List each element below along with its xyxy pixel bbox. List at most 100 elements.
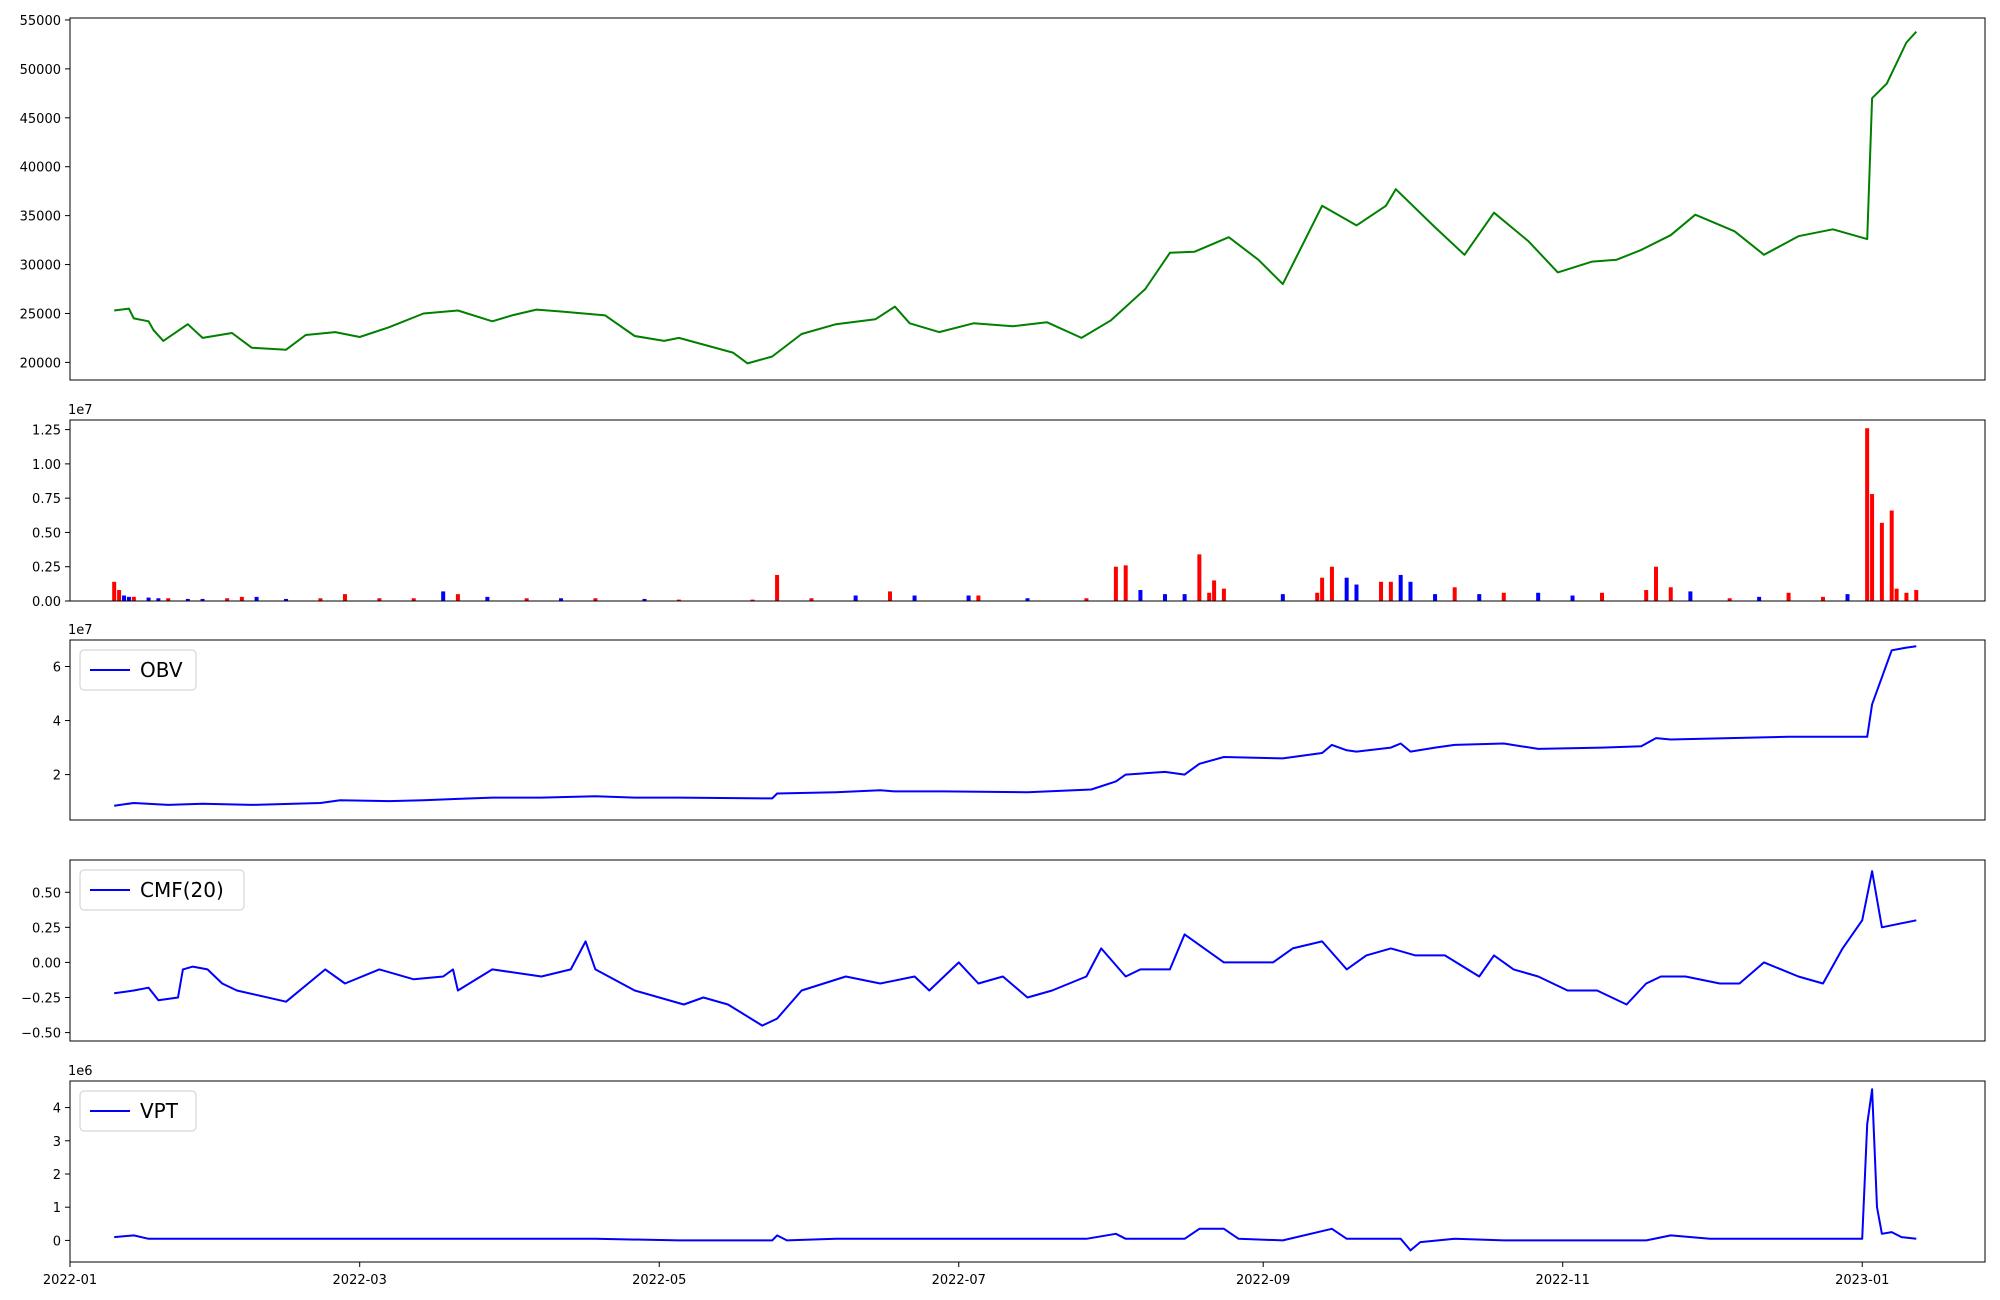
volume-bar — [966, 595, 971, 601]
volume-bar — [1280, 594, 1285, 601]
y-tick-label: 1.25 — [32, 424, 61, 439]
y-tick-label: 30000 — [20, 259, 61, 274]
panel-2: 0.00 0.25 0.50 0.75 1.00 1.25 1e7 — [32, 403, 1986, 610]
y-tick-label: 4 — [53, 1102, 61, 1117]
volume-bar — [1379, 581, 1384, 601]
volume-bar — [1025, 598, 1030, 601]
volume-bar — [593, 598, 598, 601]
y-tick-label: 2 — [53, 769, 61, 784]
volume-bar — [156, 598, 161, 601]
volume-bar — [1138, 590, 1143, 601]
axis-multiplier-label: 1e7 — [68, 403, 93, 418]
volume-bar — [1197, 554, 1202, 601]
volume-bar — [1212, 580, 1217, 601]
volume-bar — [1084, 598, 1089, 601]
volume-bar — [1433, 594, 1438, 601]
volume-bar — [1388, 581, 1393, 601]
volume-bar — [1344, 577, 1349, 601]
volume-bar — [1477, 594, 1482, 601]
volume-bar — [1654, 566, 1659, 601]
volume-bar — [441, 591, 446, 601]
legend-entry: CMF(20) — [140, 878, 224, 902]
y-tick-label: 0.50 — [32, 526, 61, 541]
y-tick-label: −0.25 — [21, 992, 61, 1007]
volume-bar — [1113, 566, 1118, 601]
volume-bar — [976, 595, 981, 601]
y-tick-label: 45000 — [20, 112, 61, 127]
panel-4: −0.50 −0.25 0.00 0.25 0.50 CMF(20) — [21, 859, 1986, 1042]
legend: OBV — [79, 649, 197, 691]
volume-bar — [676, 599, 681, 601]
volume-bar — [166, 598, 171, 601]
legend: VPT — [79, 1090, 197, 1132]
obv-series-line — [114, 645, 1917, 807]
y-tick-label: 3 — [53, 1135, 61, 1150]
y-tick-label: 20000 — [20, 356, 61, 371]
y-tick-label: 4 — [53, 715, 61, 730]
legend: CMF(20) — [79, 869, 245, 911]
volume-bar — [284, 598, 289, 601]
volume-bar — [1757, 596, 1762, 601]
volume-bar — [239, 596, 244, 601]
x-tick-label: 2022-09 — [1236, 1273, 1290, 1288]
legend-entry: VPT — [140, 1099, 179, 1123]
volume-bar — [1914, 590, 1919, 601]
volume-bar — [1320, 577, 1325, 601]
volume-bar — [1786, 592, 1791, 601]
y-tick-label: 55000 — [20, 14, 61, 29]
volume-bar — [1879, 522, 1884, 601]
volume-bar — [524, 598, 529, 601]
volume-bar — [888, 591, 893, 601]
volume-bar — [775, 574, 780, 601]
volume-bar — [455, 594, 460, 601]
y-tick-label: 6 — [53, 660, 61, 675]
y-tick-label: −0.50 — [21, 1027, 61, 1042]
volume-bar — [1398, 574, 1403, 601]
y-tick-label: 35000 — [20, 210, 61, 225]
volume-bar — [1820, 596, 1825, 601]
axes-frame — [69, 419, 1986, 602]
legend-box — [79, 649, 197, 691]
volume-bar — [318, 598, 323, 601]
panel-5: 0 1 2 3 4 1e6 2022-01 2022-03 2022-05 2022-07 2022… — [43, 1064, 1986, 1288]
y-tick-label: 1 — [53, 1201, 61, 1216]
cmf-20--series-line — [114, 870, 1917, 1027]
volume-bar — [1354, 584, 1359, 601]
x-tick-label: 2023-01 — [1835, 1273, 1889, 1288]
y-tick-label: 0 — [53, 1234, 61, 1249]
volume-bar — [1600, 592, 1604, 601]
vpt-series-line — [114, 1088, 1917, 1252]
axes-frame — [69, 859, 1986, 1042]
volume-bar — [1845, 594, 1850, 601]
volume-bar — [559, 598, 564, 601]
volume-bar — [342, 594, 347, 601]
y-tick-label: 0.00 — [32, 956, 61, 971]
volume-bar — [1315, 592, 1320, 601]
axes-frame — [69, 1080, 1986, 1263]
x-tick-label: 2022-05 — [632, 1273, 686, 1288]
y-tick-label: 0.25 — [32, 561, 61, 576]
panel-3: 2 4 6 1e7 OBV — [53, 623, 1986, 821]
legend-entry: OBV — [140, 658, 183, 682]
y-tick-label: 0.25 — [32, 921, 61, 936]
volume-bar — [225, 598, 230, 601]
legend-box — [79, 869, 245, 911]
volume-bar — [254, 596, 259, 601]
axes-frame — [69, 17, 1986, 381]
axes-frame — [69, 639, 1986, 821]
volume-bar — [642, 598, 647, 601]
volume-bar — [1408, 581, 1413, 601]
y-tick-label: 2 — [53, 1168, 61, 1183]
volume-bar — [1452, 587, 1457, 601]
chart-panels: 20000 25000 30000 35000 40000 45000 50000 55000… — [20, 14, 1986, 1288]
volume-bar — [126, 596, 131, 601]
volume-bar — [1727, 598, 1732, 601]
volume-bar — [912, 595, 917, 601]
volume-bar — [200, 598, 205, 601]
volume-bar — [485, 596, 490, 601]
volume-bar — [1889, 510, 1894, 601]
volume-bar — [131, 596, 136, 601]
volume-bar — [377, 598, 382, 601]
